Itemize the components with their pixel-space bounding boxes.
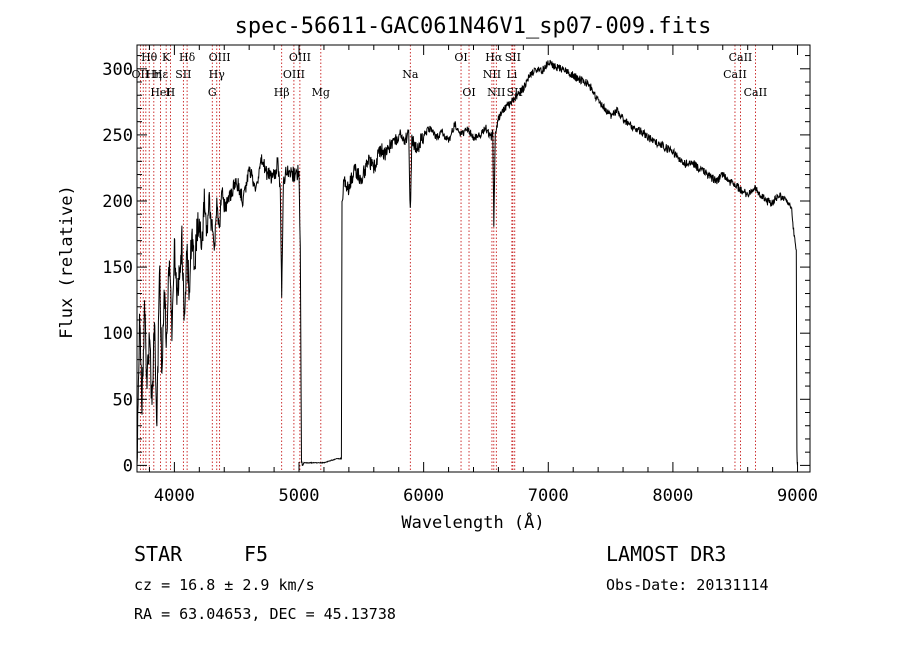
y-tick-label: 50 <box>113 390 133 410</box>
spectral-line-label: OIII <box>209 51 231 64</box>
spectral-line-label: Hε <box>153 68 169 81</box>
x-axis-label: Wavelength (Å) <box>401 511 544 533</box>
spectral-line-label: SII <box>505 51 521 64</box>
spectral-line-label: NII <box>487 86 505 99</box>
spectral-line-label: Li <box>506 68 517 81</box>
survey-name: LAMOST DR3 <box>606 542 726 566</box>
plot-axes <box>136 44 811 473</box>
spectral-line-label: G <box>208 86 217 99</box>
x-tick-label: 5000 <box>279 486 320 506</box>
y-tick-label: 100 <box>102 324 133 344</box>
y-tick-label: 200 <box>102 192 133 212</box>
spectral-line-label: H <box>166 86 176 99</box>
y-tick-label: 150 <box>102 258 133 278</box>
x-axis-ticks: 4000 5000 6000 7000 8000 9000 <box>148 45 818 506</box>
x-tick-label: 8000 <box>652 486 693 506</box>
spectral-line-label: CaII <box>744 86 768 99</box>
spectral-line-label: Hγ <box>209 68 226 81</box>
x-tick-label: 6000 <box>403 486 444 506</box>
spectral-line-label: Mg <box>312 86 330 99</box>
spectral-line-label: Hθ <box>141 51 158 64</box>
spectral-line-label: CaII <box>723 68 747 81</box>
spectral-line-label: CaII <box>729 51 753 64</box>
object-class: STAR <box>134 542 183 566</box>
redshift-value: cz = 16.8 ± 2.9 km/s <box>134 576 315 594</box>
coordinates: RA = 63.04653, DEC = 45.13738 <box>134 605 396 623</box>
y-tick-label: 300 <box>102 60 133 80</box>
spectral-line-markers <box>139 45 756 472</box>
chart-title: spec-56611-GAC061N46V1_sp07-009.fits <box>235 14 712 39</box>
y-tick-label: 250 <box>102 126 133 146</box>
spectral-line-label: Hα <box>485 51 503 64</box>
spectral-line-label: OII <box>132 68 150 81</box>
spectral-line-label: OIII <box>289 51 311 64</box>
spectral-line-label: SII <box>175 68 191 81</box>
spectral-line-label: SII <box>507 86 523 99</box>
spectral-line-label: Na <box>402 68 419 81</box>
x-tick-label: 9000 <box>777 486 818 506</box>
plot-frame <box>136 44 811 473</box>
spectral-line-label: OI <box>454 51 467 64</box>
spectral-line-label: OI <box>462 86 475 99</box>
spectral-line-label: Hδ <box>179 51 196 64</box>
object-subclass: F5 <box>244 542 268 566</box>
spectrum-line <box>136 59 798 466</box>
spectral-line-label: K <box>162 51 171 64</box>
spectral-line-label: NII <box>483 68 501 81</box>
x-tick-label: 4000 <box>154 486 195 506</box>
x-tick-label: 7000 <box>528 486 569 506</box>
obs-date: Obs-Date: 20131114 <box>606 576 769 594</box>
spectral-line-label: Hβ <box>274 86 290 99</box>
y-axis-label: Flux (relative) <box>57 185 77 339</box>
spectral-line-label: Hη <box>146 68 162 81</box>
y-tick-label: 0 <box>123 456 133 476</box>
y-axis-ticks: 0 50 100 150 200 250 300 <box>102 55 810 476</box>
spectral-line-label: HeI <box>150 86 170 99</box>
spectral-line-label: OIII <box>283 68 305 81</box>
